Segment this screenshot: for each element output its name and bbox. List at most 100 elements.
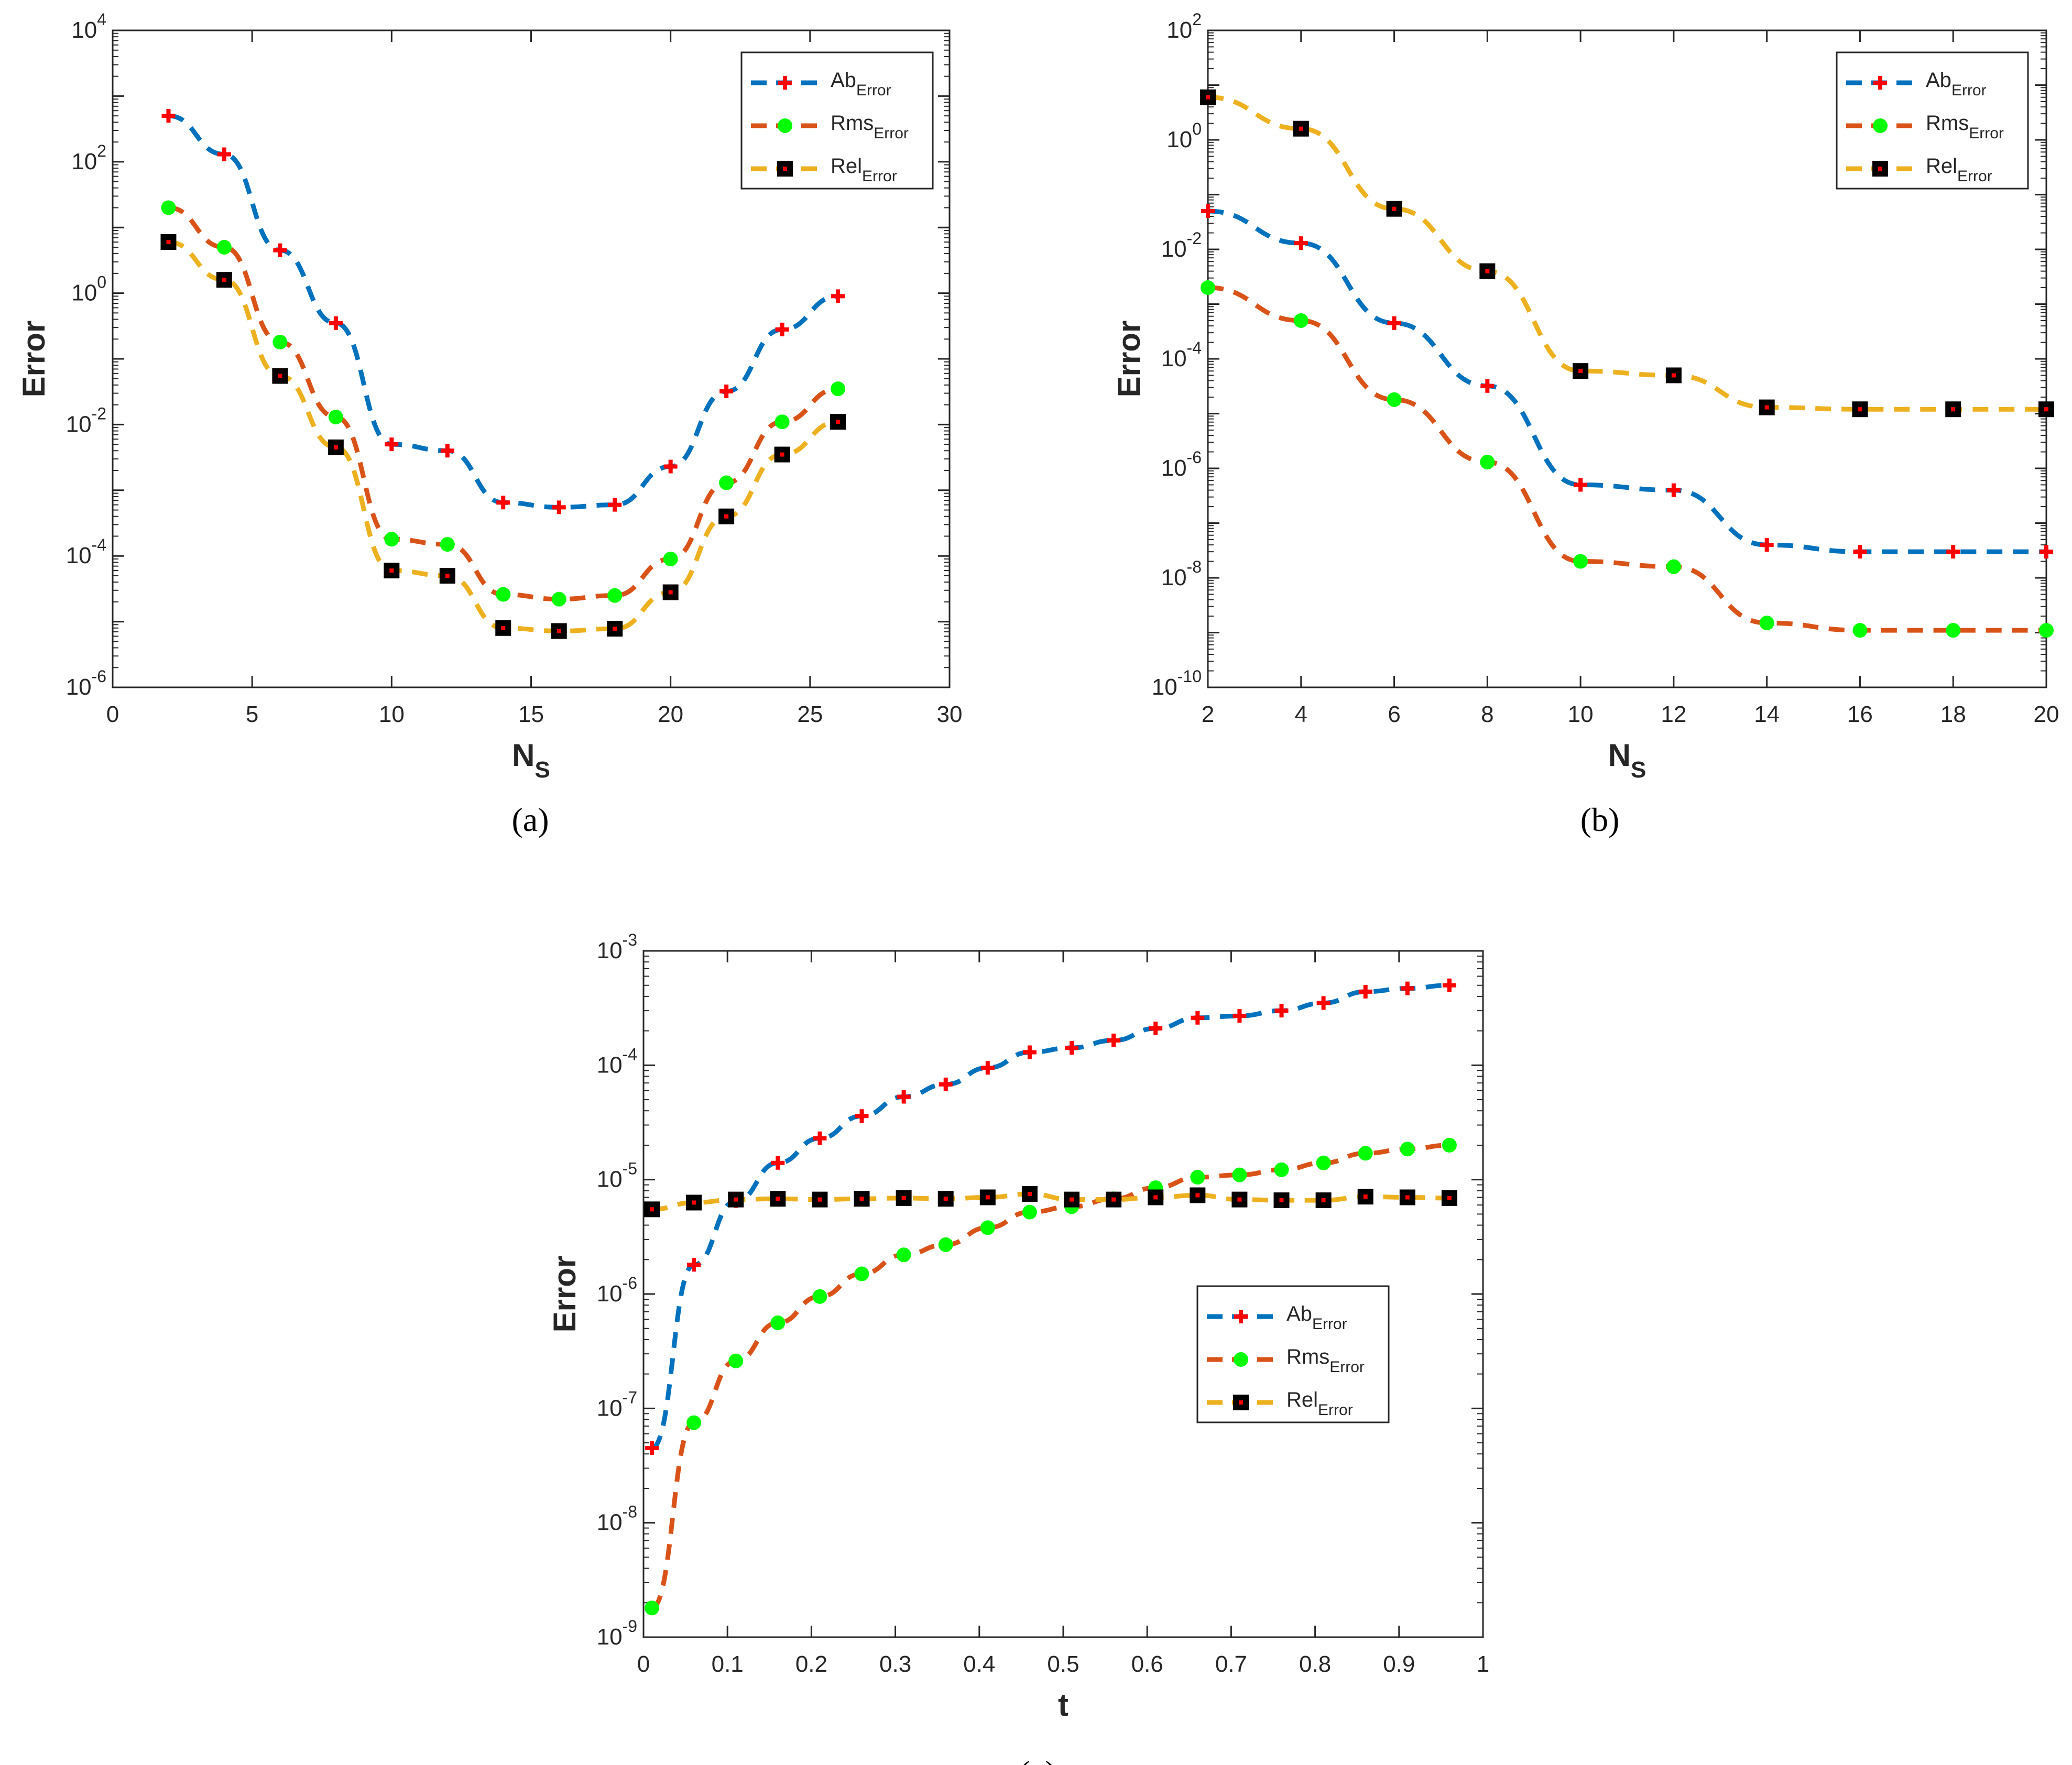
y-tick-label: 100 xyxy=(71,273,106,306)
x-tick-label: 0.8 xyxy=(1299,1651,1331,1677)
data-point-rms-error xyxy=(496,587,511,602)
legend-entry-label: AbError xyxy=(1926,69,1987,99)
data-point-rms-error xyxy=(938,1237,953,1252)
data-point-ab-error xyxy=(775,322,789,336)
data-point-rel-error xyxy=(1273,1192,1290,1209)
data-point-rms-error xyxy=(272,334,288,349)
data-point-rel-error xyxy=(1573,363,1589,379)
figure-caption: (b) xyxy=(1580,801,1620,838)
y-tick-label: 10-8 xyxy=(1161,557,1202,590)
y-tick-label: 10-9 xyxy=(597,1617,637,1650)
data-point-rel-error xyxy=(1665,367,1682,383)
data-point-rel-error xyxy=(979,1189,996,1205)
data-point-rel-error xyxy=(896,1190,912,1206)
x-tick-label: 16 xyxy=(1847,701,1873,727)
legend: AbError RmsError RelError xyxy=(740,51,934,190)
data-point-rel-error xyxy=(1106,1191,1122,1208)
data-point-rms-error xyxy=(1316,1155,1331,1170)
data-point-ab-error xyxy=(1442,978,1456,992)
data-point-rms-error xyxy=(328,410,343,425)
data-point-rms-error xyxy=(1666,559,1681,574)
data-point-rel-error xyxy=(937,1191,954,1207)
data-point-ab-error xyxy=(385,437,399,452)
chart-panel-3: 10-9 10-8 10-7 10-6 10-5 10-4 10-3 0 0.1 0.2 0.3 0.… xyxy=(547,930,1489,1765)
data-point-rel-error xyxy=(495,620,511,636)
x-tick-label: 20 xyxy=(2034,701,2059,727)
y-tick-label: 10-3 xyxy=(597,930,637,963)
data-point-rms-error xyxy=(812,1289,827,1304)
data-point-rel-error xyxy=(770,1191,786,1207)
legend-marker xyxy=(778,118,792,133)
figure-caption: (c) xyxy=(1019,1754,1056,1765)
x-tick-label: 1 xyxy=(1477,1651,1489,1677)
data-point-ab-error xyxy=(1191,1011,1205,1025)
legend-entry-label: AbError xyxy=(831,69,891,99)
legend-marker xyxy=(1872,161,1888,177)
data-point-rms-error xyxy=(1573,554,1588,569)
data-point-ab-error xyxy=(1400,981,1414,995)
x-axis-label: t xyxy=(1058,1687,1068,1723)
data-point-rms-error xyxy=(440,537,455,552)
data-point-ab-error xyxy=(1294,236,1308,250)
data-point-ab-error xyxy=(217,147,231,161)
x-axis-label: NS xyxy=(1608,738,1646,783)
data-point-rms-error xyxy=(728,1353,744,1368)
y-tick-label: 102 xyxy=(1166,10,1202,43)
y-tick-label: 10-6 xyxy=(1161,448,1202,481)
legend-entry-label: RelError xyxy=(1926,155,1992,185)
data-point-rms-error xyxy=(896,1247,911,1263)
data-point-rel-error xyxy=(439,567,455,584)
data-point-ab-error xyxy=(897,1090,911,1104)
data-point-rms-error xyxy=(1274,1162,1289,1177)
data-point-rel-error xyxy=(662,584,679,600)
data-point-rms-error xyxy=(831,381,846,397)
data-point-rel-error xyxy=(686,1194,702,1211)
data-point-rel-error xyxy=(1441,1190,1457,1206)
data-point-rel-error xyxy=(1479,263,1496,279)
legend-entry-label: RelError xyxy=(831,155,897,185)
data-point-rms-error xyxy=(1759,616,1774,631)
data-point-ab-error xyxy=(663,459,678,474)
data-point-rms-error xyxy=(1358,1146,1373,1161)
data-point-ab-error xyxy=(687,1258,701,1272)
y-tick-label: 10-2 xyxy=(66,404,106,437)
x-tick-label: 30 xyxy=(937,701,963,727)
data-point-ab-error xyxy=(1480,379,1495,393)
legend-entry-label: RmsError xyxy=(1926,112,2004,142)
x-tick-label: 18 xyxy=(1940,701,1966,727)
y-tick-label: 10-8 xyxy=(597,1503,637,1536)
data-point-ab-error xyxy=(855,1109,869,1123)
x-tick-label: 6 xyxy=(1388,701,1400,727)
data-point-rms-error xyxy=(161,200,176,215)
data-point-ab-error xyxy=(496,496,510,510)
data-point-rel-error xyxy=(1064,1191,1080,1208)
data-point-rel-error xyxy=(1293,120,1309,137)
legend: AbError RmsError RelError xyxy=(1196,1285,1390,1423)
data-point-rms-error xyxy=(1022,1204,1037,1220)
x-tick-label: 2 xyxy=(1202,701,1214,727)
legend-entry-label: RmsError xyxy=(831,112,909,142)
y-axis-label: Error xyxy=(1111,321,1147,398)
x-tick-label: 25 xyxy=(797,701,823,727)
y-tick-label: 104 xyxy=(71,10,106,43)
data-point-rel-error xyxy=(728,1191,744,1208)
data-point-rel-error xyxy=(216,272,232,288)
y-tick-label: 10-4 xyxy=(66,535,106,568)
data-point-ab-error xyxy=(1201,204,1215,218)
legend-marker xyxy=(777,161,793,177)
data-point-ab-error xyxy=(1065,1041,1079,1055)
data-point-ab-error xyxy=(980,1061,995,1075)
chart-panel-1: 10-6 10-4 10-2 100 102 104 0 5 10 15 20 25 30 NS Error… xyxy=(16,10,962,838)
data-point-ab-error xyxy=(1853,545,1867,559)
legend-marker xyxy=(778,76,792,90)
y-tick-label: 10-4 xyxy=(1161,338,1202,371)
y-axis-label: Error xyxy=(547,1256,582,1333)
data-point-ab-error xyxy=(939,1077,953,1091)
x-tick-label: 12 xyxy=(1661,701,1686,727)
data-point-rms-error xyxy=(980,1220,995,1235)
data-point-ab-error xyxy=(2040,545,2053,559)
data-point-rms-error xyxy=(854,1266,869,1281)
data-point-rel-error xyxy=(1852,401,1868,418)
legend-entry-label: AbError xyxy=(1286,1302,1347,1333)
data-point-ab-error xyxy=(608,498,622,512)
